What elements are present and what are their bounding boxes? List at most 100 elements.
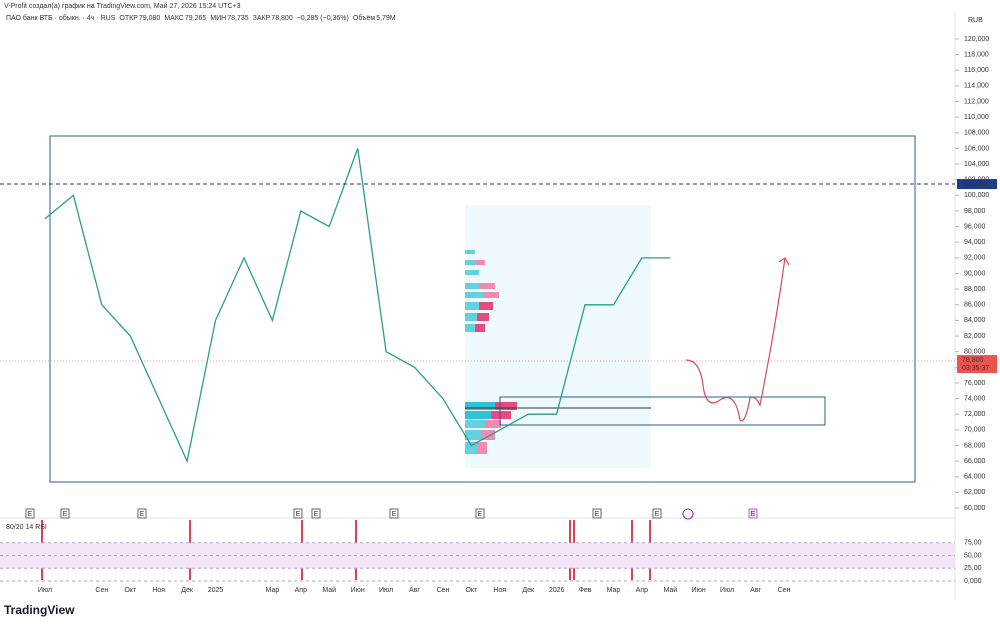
- event-marker[interactable]: [293, 508, 303, 519]
- x-tick-label: Ноя: [152, 587, 165, 594]
- x-tick-label: Сен: [778, 587, 791, 594]
- x-tick-label: Июл: [379, 587, 393, 594]
- y-tick-label: 120,000: [964, 36, 989, 43]
- event-label: E: [140, 511, 145, 518]
- forecast-arrow: [685, 257, 786, 422]
- y-tick-label: 74,000: [964, 395, 986, 402]
- y-tick-label: 92,000: [964, 255, 986, 262]
- price-line: [44, 148, 671, 464]
- profile-zone: [465, 205, 651, 468]
- y-tick-label: 68,000: [964, 442, 986, 449]
- rsi-tick-label: 50,00: [964, 552, 982, 559]
- header-change: −0,285 (−0,36%): [297, 15, 349, 22]
- y-tick-label: 84,000: [964, 317, 986, 324]
- y-tick-label: 94,000: [964, 239, 986, 246]
- y-tick-label: 62,000: [964, 489, 986, 496]
- event-label: E: [63, 511, 68, 518]
- logo: TradingView: [4, 603, 75, 617]
- event-label: E: [595, 511, 600, 518]
- header-close-label: ЗАКР: [253, 15, 271, 22]
- x-tick-label: 2025: [208, 587, 224, 594]
- x-tick-label: Дек: [181, 587, 194, 594]
- rsi-tick-label: 75,00: [964, 540, 982, 547]
- event-label: E: [296, 511, 301, 518]
- x-tick-label: Авг: [750, 587, 761, 594]
- header-low-label: МИН: [210, 15, 226, 22]
- y-tick-label: 112,000: [964, 98, 989, 105]
- x-tick-label: Окт: [124, 587, 137, 594]
- header-low: 78,735: [227, 15, 249, 22]
- y-tick-label: 72,000: [964, 411, 986, 418]
- event-marker[interactable]: [748, 508, 758, 519]
- rsi-tick-label: 25,00: [964, 565, 982, 572]
- x-tick-label: Июн: [692, 587, 706, 594]
- event-marker[interactable]: [311, 508, 321, 519]
- y-tick-label: 110,000: [964, 114, 989, 121]
- x-tick-label: Сен: [95, 587, 108, 594]
- x-tick-label: Июл: [38, 587, 52, 594]
- y-tick-label: 114,000: [964, 83, 989, 90]
- y-tick-label: 100,000: [964, 192, 989, 199]
- x-tick-label: Фев: [579, 587, 592, 594]
- y-tick-label: 96,000: [964, 223, 986, 230]
- x-tick-label: Мар: [607, 587, 621, 594]
- x-tick-label: Мар: [266, 587, 280, 594]
- header-high-label: МАКС: [164, 15, 184, 22]
- event-label: E: [28, 511, 33, 518]
- event-marker[interactable]: [592, 508, 602, 519]
- x-tick-label: Апр: [636, 587, 648, 594]
- event-label: E: [314, 511, 319, 518]
- currency: RUB: [968, 17, 983, 24]
- header-volume: 5,79M: [376, 15, 396, 22]
- x-tick-label: Сен: [437, 587, 450, 594]
- x-tick-label: 2026: [549, 587, 565, 594]
- event-marker[interactable]: [389, 508, 399, 519]
- header-volume-label: Объём: [353, 14, 375, 22]
- header-high: 79,265: [185, 15, 207, 22]
- x-tick-label: Ноя: [493, 587, 506, 594]
- range-box: [49, 135, 916, 483]
- x-tick-label: Авг: [409, 587, 420, 594]
- event-marker[interactable]: [60, 508, 70, 519]
- rsi-title: 80/20 14 RSI: [6, 524, 47, 531]
- last-price-tag: [957, 355, 997, 374]
- header-symbol: ПАО банк ВТБ · обыкн. · 4ч · RUS: [6, 14, 116, 22]
- arrow-head: [778, 257, 790, 266]
- y-tick-label: 106,000: [964, 145, 989, 152]
- y-tick-label: 108,000: [964, 130, 989, 137]
- event-label: E: [751, 511, 756, 518]
- y-tick-label: 116,000: [964, 67, 989, 74]
- y-tick-label: 104,000: [964, 161, 989, 168]
- countdown: 03:35:37: [962, 365, 989, 372]
- event-label: E: [655, 511, 660, 518]
- event-label: E: [392, 511, 397, 518]
- event-marker[interactable]: [25, 508, 35, 519]
- zone-box: [499, 396, 826, 426]
- y-tick-label: 64,000: [964, 474, 986, 481]
- y-tick-label: 90,000: [964, 270, 986, 277]
- event-marker[interactable]: [475, 508, 485, 519]
- event-icon[interactable]: [682, 508, 694, 520]
- last-price-label: 78,800: [962, 357, 984, 364]
- header-close: 78,800: [271, 15, 293, 22]
- x-tick-label: Окт: [465, 587, 478, 594]
- y-tick-label: 98,000: [964, 208, 986, 215]
- x-tick-label: Дек: [522, 587, 535, 594]
- x-tick-label: Май: [322, 586, 336, 594]
- x-tick-label: Апр: [295, 587, 307, 594]
- x-tick-label: Июл: [720, 587, 734, 594]
- event-marker[interactable]: [137, 508, 147, 519]
- y-tick-label: 76,000: [964, 380, 986, 387]
- x-tick-label: Май: [663, 586, 677, 594]
- level-tag: [957, 179, 997, 190]
- y-tick-label: 80,000: [964, 349, 986, 356]
- header-open-label: ОТКР: [119, 15, 138, 22]
- event-marker[interactable]: [652, 508, 662, 519]
- x-tick-label: Июн: [351, 587, 365, 594]
- symbol-header: ПАО банк ВТБ · обыкн. · 4ч · RUS ОТКР 79,0…: [6, 14, 396, 22]
- y-tick-label: 118,000: [964, 51, 989, 58]
- y-tick-label: 86,000: [964, 302, 986, 309]
- y-tick-label: 88,000: [964, 286, 986, 293]
- event-label: E: [478, 511, 483, 518]
